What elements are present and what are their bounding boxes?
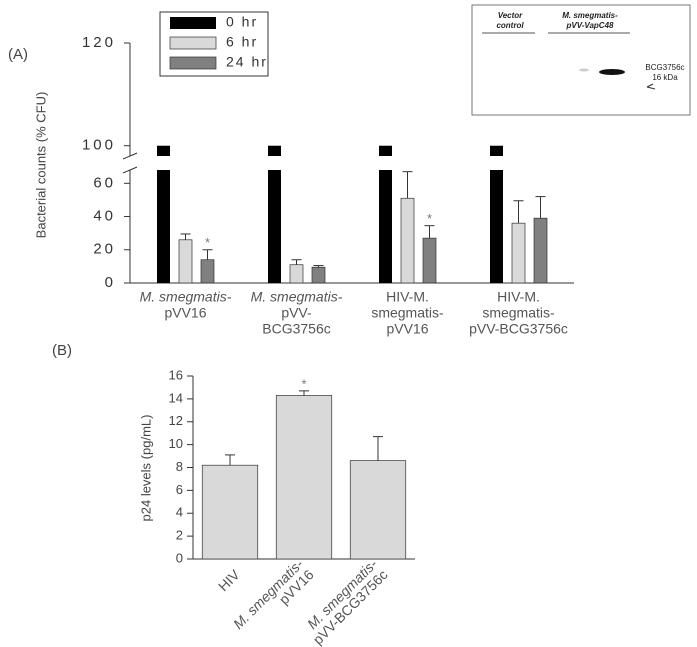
panel-label: (A) [8, 46, 28, 63]
inset-frame [471, 4, 691, 116]
legend-label: 6 hr [226, 34, 258, 50]
bar [379, 170, 392, 283]
bar [422, 237, 437, 284]
y-tick-label: 16 [169, 367, 183, 382]
bar [268, 170, 281, 283]
axis-break [122, 166, 138, 174]
x-tick-label: M. smegmatis- [140, 289, 232, 305]
y-tick-label: 0 [105, 274, 116, 291]
y-tick-label: 0 [176, 550, 183, 565]
x-tick-label: smegmatis- [371, 305, 444, 321]
bar [157, 145, 170, 156]
bar [200, 259, 215, 284]
y-tick-label: 10 [169, 436, 183, 451]
y-tick-label: 14 [169, 390, 183, 405]
bar [289, 264, 304, 284]
y-tick-label: 8 [176, 459, 183, 474]
x-tick-label: HIV-M. [497, 289, 540, 305]
x-tick-label: M. smegmatis- [251, 289, 343, 305]
lane-label: pVV-VapC48 [566, 21, 615, 30]
bar [275, 395, 333, 560]
y-tick-label: 6 [176, 482, 183, 497]
significance-mark: * [205, 235, 210, 250]
significance-mark: * [301, 376, 306, 391]
lane-label: M. smegmatis- [562, 11, 618, 20]
lane-label: control [496, 21, 524, 30]
legend-label: 0 hr [226, 14, 258, 30]
legend-swatch [169, 36, 217, 50]
x-tick-label: smegmatis- [482, 305, 555, 321]
bar [511, 222, 526, 284]
y-tick-label: 2 [176, 528, 183, 543]
y-axis-title: p24 levels (pg/mL) [138, 415, 153, 522]
x-tick-label: HIV-M. [386, 289, 429, 305]
band-label: 16 kDa [652, 73, 678, 82]
y-tick-label: 20 [93, 241, 116, 258]
bar [201, 464, 259, 560]
legend-swatch [170, 17, 216, 29]
bar [178, 239, 193, 284]
bar [490, 145, 503, 156]
bar [268, 145, 281, 156]
axis-break [122, 152, 138, 160]
lane-label: Vector [498, 11, 523, 20]
y-axis-title: Bacterial counts (% CFU) [33, 92, 48, 239]
bar [349, 460, 407, 560]
x-tick-label: HIV [215, 566, 243, 594]
y-tick-label: 12 [169, 413, 183, 428]
x-tick-label: pVV- [281, 305, 312, 321]
x-tick-label: pVV-BCG3756c [469, 321, 568, 337]
legend-swatch [169, 56, 217, 70]
x-tick-label: pVV16 [164, 305, 206, 321]
inset-blot [471, 4, 691, 116]
bar [490, 170, 503, 283]
bar [157, 170, 170, 283]
x-tick-label: BCG3756c [262, 321, 330, 337]
y-tick-label: 100 [82, 137, 116, 154]
bar [533, 217, 548, 284]
blot-band [599, 69, 625, 75]
bar [379, 145, 392, 156]
significance-mark: * [427, 211, 432, 226]
y-tick-label: 60 [93, 174, 116, 191]
x-tick-label: pVV16 [386, 321, 428, 337]
bar [400, 197, 415, 284]
y-tick-label: 120 [82, 34, 116, 51]
panel-label: (B) [52, 342, 72, 359]
bar [311, 266, 326, 284]
arrow [646, 83, 656, 90]
band-label: BCG3756c [645, 63, 684, 72]
blot-band [579, 68, 589, 72]
legend-label: 24 hr [226, 54, 268, 70]
y-tick-label: 40 [93, 207, 116, 224]
y-tick-label: 4 [176, 505, 183, 520]
